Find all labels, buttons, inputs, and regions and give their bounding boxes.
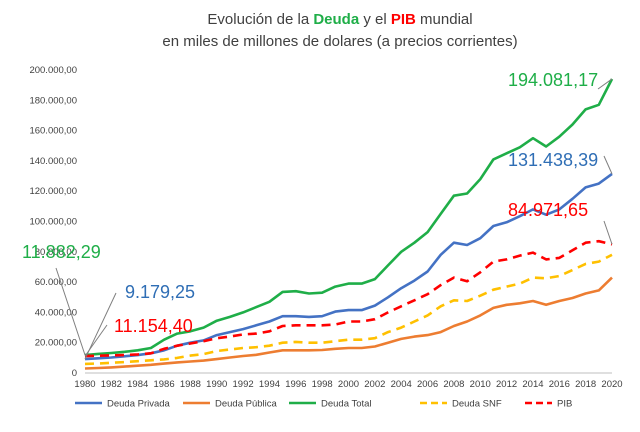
annotations: 194.081,17 131.438,39 84.971,65 11.882,29 9.…	[22, 70, 613, 360]
series-line-deuda-p-blica	[84, 276, 613, 370]
annotation-label: 9.179,25	[125, 282, 195, 302]
y-tick-label: 60.000,00	[35, 277, 77, 288]
annotation-label: 11.882,29	[22, 242, 101, 262]
chart-title-line2: en miles de millones de dolares (a preci…	[162, 33, 517, 50]
y-axis: 0 20.000,00 40.000,00 60.000,00 80.000,00 100…	[29, 65, 77, 379]
x-tick-label: 2014	[522, 379, 543, 390]
x-tick-label: 1982	[101, 379, 122, 390]
chart-title-line1: Evolución de la Deuda y el PIB mundial	[207, 11, 472, 28]
x-tick-label: 2004	[391, 379, 412, 390]
legend-label: Deuda Privada	[107, 399, 171, 410]
legend-label: Deuda SNF	[452, 399, 502, 410]
x-tick-label: 2010	[470, 379, 491, 390]
series-line-deuda-privada	[84, 172, 613, 361]
y-tick-label: 180.000,00	[29, 95, 77, 106]
x-tick-label: 1998	[312, 379, 333, 390]
x-axis: 1980 1982 1984 1986 1988 1990 1992 1994 1996 1998…	[74, 372, 623, 390]
x-tick-label: 1980	[74, 379, 95, 390]
series-line-deuda-snf	[84, 253, 613, 366]
annotation-leader	[603, 155, 613, 175]
x-tick-label: 1984	[127, 379, 148, 390]
annotation-label: 11.154,40	[114, 316, 193, 336]
legend-label: PIB	[557, 399, 572, 410]
x-tick-label: 2008	[443, 379, 464, 390]
annotation-label: 131.438,39	[508, 150, 598, 170]
title-deuda-word: Deuda	[313, 11, 360, 28]
x-tick-label: 1986	[153, 379, 174, 390]
x-tick-label: 1996	[285, 379, 306, 390]
annotation-leader	[55, 267, 86, 356]
x-tick-label: 1994	[259, 379, 280, 390]
series-line-deuda-total	[84, 78, 614, 357]
annotation-label: 84.971,65	[508, 200, 588, 220]
x-tick-label: 2002	[364, 379, 385, 390]
x-tick-label: 1992	[233, 379, 254, 390]
series-lines	[84, 78, 614, 370]
y-tick-label: 160.000,00	[29, 126, 77, 137]
x-tick-label: 1990	[206, 379, 227, 390]
annotation-label: 194.081,17	[508, 70, 598, 90]
legend-label: Deuda Total	[321, 399, 372, 410]
annotation-leader	[597, 78, 613, 90]
title-pib-word: PIB	[391, 11, 416, 28]
x-tick-label: 2018	[575, 379, 596, 390]
legend-label: Deuda Pública	[215, 399, 278, 410]
x-tick-label: 2020	[601, 379, 622, 390]
x-tick-label: 2016	[549, 379, 570, 390]
annotation-leader	[84, 324, 108, 357]
y-tick-label: 140.000,00	[29, 156, 77, 167]
y-tick-label: 80.000,00	[35, 247, 77, 258]
y-tick-label: 40.000,00	[35, 307, 77, 318]
x-tick-label: 2012	[496, 379, 517, 390]
annotation-leader	[603, 220, 613, 245]
legend: Deuda Privada Deuda Pública Deuda Total Deu…	[75, 399, 572, 410]
x-tick-label: 2000	[338, 379, 359, 390]
y-tick-label: 100.000,00	[29, 217, 77, 228]
y-tick-label: 200.000,00	[29, 65, 77, 76]
y-tick-label: 20.000,00	[35, 338, 77, 349]
x-tick-label: 2006	[417, 379, 438, 390]
y-tick-label: 120.000,00	[29, 186, 77, 197]
x-tick-label: 1988	[180, 379, 201, 390]
y-tick-label: 0	[72, 368, 77, 379]
